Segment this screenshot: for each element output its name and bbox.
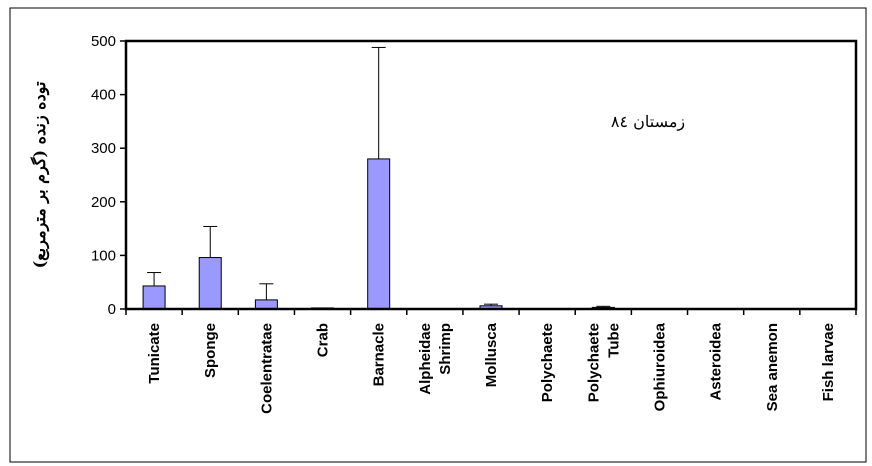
y-tick-label: 300 (91, 140, 116, 157)
y-axis: 0 100 200 300 400 500 (91, 33, 126, 318)
category-label: Barnacle (371, 323, 388, 386)
x-axis-labels: Tunicate Sponge Coelentratae Crab Barnacle Al… (146, 322, 837, 414)
category-label: Sea anemon (764, 323, 781, 411)
category-label: Sponge (202, 323, 219, 378)
plot-area (124, 39, 858, 311)
y-axis-label: توده زنده (گرم بر مترمربع) (30, 81, 50, 268)
category-label: Asteroidea (708, 322, 725, 400)
bar (198, 257, 222, 310)
y-tick-label: 200 (91, 194, 116, 211)
category-label: Tunicate (146, 323, 163, 384)
y-tick-label: 100 (91, 247, 116, 264)
y-tick-label: 400 (91, 87, 116, 104)
category-label: Alpheidae (417, 323, 434, 395)
category-label: Fish larvae (820, 323, 837, 401)
season-annotation: زمستان ٨٤ (611, 112, 685, 131)
y-tick-label: 0 (108, 301, 116, 318)
chart-border (9, 7, 867, 463)
category-label: Shrimp (437, 323, 454, 375)
category-label: Crab (315, 323, 332, 357)
bar (367, 158, 391, 310)
category-label: Ophiuroidea (651, 322, 668, 411)
category-label: Tube (605, 323, 622, 358)
bar (254, 299, 278, 310)
bar (142, 285, 166, 310)
y-tick-label: 500 (91, 33, 116, 50)
category-label: Mollusca (483, 322, 500, 387)
error-bars (147, 46, 611, 308)
category-label: Polychaete (585, 323, 602, 402)
category-label: Polychaete (539, 323, 556, 402)
category-label: Coelentratae (258, 323, 275, 414)
